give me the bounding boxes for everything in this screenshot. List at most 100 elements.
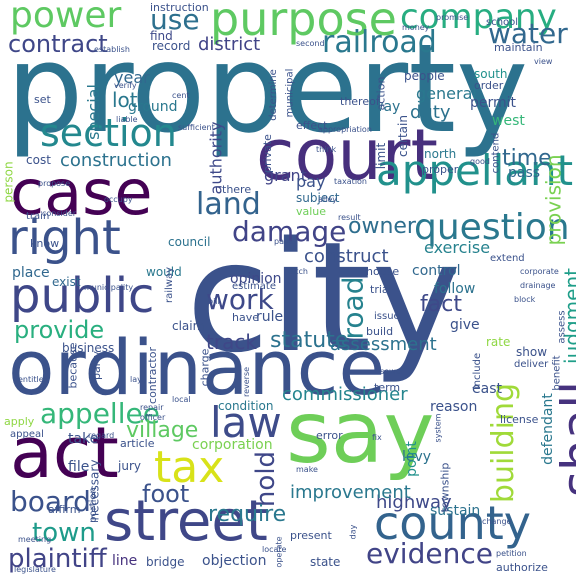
word-officer: officer	[140, 413, 166, 422]
word-set: set	[34, 93, 51, 106]
word-build: build	[366, 325, 394, 338]
word-control: control	[412, 263, 461, 279]
word-authorize: authorize	[496, 561, 548, 574]
word-system: system	[433, 413, 443, 443]
word-party: party	[90, 350, 104, 381]
word-board: board	[10, 485, 91, 518]
word-trial: trial	[370, 283, 392, 296]
word-train: train	[26, 211, 50, 222]
word-block: block	[514, 295, 536, 304]
word-assess: assess	[556, 310, 568, 344]
word-affirm: affirm	[48, 503, 81, 516]
word-construction: construction	[60, 150, 172, 171]
word-have: have	[232, 311, 259, 324]
word-there: there	[222, 183, 252, 196]
word-provision: provision	[541, 154, 566, 246]
word-tax: tax	[154, 442, 225, 493]
word-municipal: municipal	[284, 68, 296, 118]
word-use: use	[150, 3, 200, 36]
word-township: township	[438, 462, 452, 513]
word-highway: highway	[376, 492, 452, 513]
word-establish: establish	[94, 45, 130, 54]
word-private: private	[260, 134, 274, 173]
word-corporate: corporate	[520, 267, 559, 276]
word-school: school	[486, 17, 519, 28]
word-locate: locate	[262, 545, 287, 554]
word-claim: claim	[172, 319, 205, 333]
word-point: point	[403, 441, 420, 477]
word-city: city	[186, 209, 462, 386]
word-section: section	[40, 111, 177, 155]
word-year: year	[114, 68, 150, 87]
word-cent: cent	[172, 91, 190, 100]
word-assessment: assessment	[330, 334, 437, 355]
word-plaintiff: plaintiff	[8, 544, 107, 574]
word-municipality: municipality	[84, 283, 134, 292]
word-record: record	[152, 39, 191, 53]
word-grant: grant	[264, 166, 307, 185]
word-reverse: reverse	[242, 366, 252, 398]
word-lay: lay	[130, 375, 142, 384]
word-thereof: thereof	[340, 95, 380, 108]
word-alley: alley	[318, 195, 338, 204]
word-instruction: instruction	[150, 1, 209, 14]
word-bill: bill	[208, 297, 220, 306]
word-town: town	[32, 518, 96, 548]
word-case: case	[10, 156, 153, 229]
word-propose: propose	[38, 179, 71, 188]
word-good: good	[470, 157, 490, 166]
word-improvement: improvement	[290, 482, 411, 503]
word-track: track	[206, 330, 257, 354]
word-value: value	[296, 205, 327, 218]
word-damage: damage	[232, 215, 347, 248]
word-property: property	[6, 18, 529, 160]
word-show: show	[516, 345, 548, 359]
word-drainage: drainage	[520, 281, 556, 290]
word-apply: apply	[4, 415, 35, 428]
word-operate: operate	[274, 536, 284, 568]
word-state: state	[310, 555, 341, 569]
word-commissioner: commissioner	[282, 384, 408, 405]
word-pay: pay	[296, 172, 326, 191]
word-require: require	[208, 502, 287, 527]
word-contend: contend	[490, 132, 502, 174]
word-exist: exist	[52, 275, 81, 289]
word-statute: statute	[270, 328, 349, 353]
word-taxation: taxation	[334, 177, 367, 186]
word-railroad: railroad	[322, 25, 437, 60]
word-result: result	[338, 213, 361, 222]
word-duty: duty	[410, 102, 451, 123]
word-article: article	[120, 437, 155, 450]
word-change: change	[482, 517, 512, 526]
word-make: make	[296, 465, 318, 474]
word-entitle: entitle	[18, 375, 44, 384]
word-contractor: contractor	[145, 347, 159, 404]
word-exercise: exercise	[424, 238, 491, 257]
word-line: line	[112, 553, 138, 569]
word-issue: issue	[374, 311, 400, 322]
word-opinion: opinion	[230, 271, 282, 287]
word-second: second	[296, 39, 325, 48]
word-term: term	[374, 381, 401, 394]
word-include: include	[472, 352, 484, 390]
word-provide: provide	[14, 316, 105, 344]
word-certain: certain	[395, 115, 410, 157]
word-find: find	[150, 29, 173, 43]
word-special: special	[83, 84, 103, 140]
word-sufficient: sufficient	[178, 123, 215, 132]
word-construct: construct	[304, 246, 389, 267]
word-error: error	[316, 429, 343, 442]
word-promise: promise	[436, 13, 469, 22]
word-defendant: defendant	[539, 393, 556, 465]
word-village: village	[126, 418, 199, 443]
word-view: view	[534, 57, 553, 66]
word-levy: levy	[402, 449, 432, 465]
word-land: land	[196, 187, 261, 222]
word-company: company	[400, 0, 557, 37]
word-verify: verify	[114, 81, 137, 90]
word-estimate: estimate	[232, 281, 277, 292]
word-consider: consider	[42, 209, 77, 218]
word-appellant: appellant	[376, 146, 574, 195]
word-railway: railway	[164, 266, 176, 304]
